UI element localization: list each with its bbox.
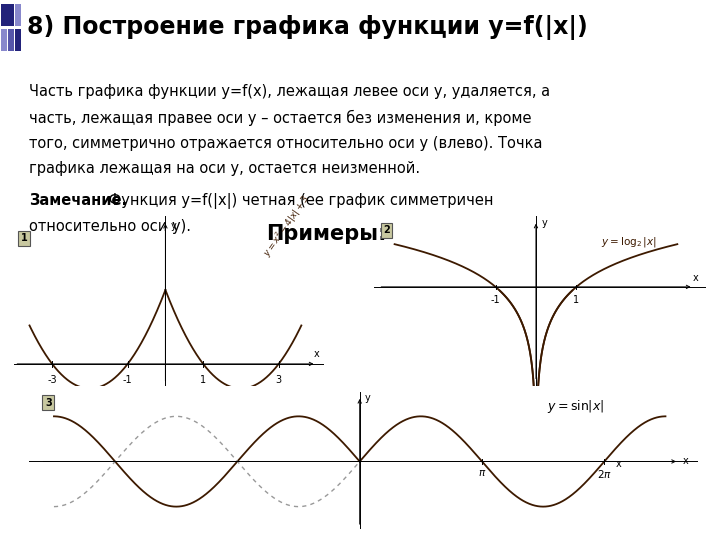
- FancyBboxPatch shape: [8, 30, 14, 51]
- Text: $2\pi$: $2\pi$: [597, 468, 612, 480]
- Text: 1: 1: [200, 375, 206, 385]
- Text: Замечание.: Замечание.: [29, 193, 127, 208]
- Text: x: x: [693, 273, 698, 284]
- FancyBboxPatch shape: [1, 30, 7, 51]
- Text: x: x: [314, 349, 320, 359]
- Text: y: y: [171, 221, 177, 231]
- Text: относительно оси у).: относительно оси у).: [29, 219, 191, 234]
- Text: Примеры:: Примеры:: [266, 224, 387, 244]
- Text: 8) Построение графика функции y=f(|x|): 8) Построение графика функции y=f(|x|): [27, 15, 588, 40]
- Text: y: y: [542, 218, 548, 228]
- Text: x: x: [616, 459, 622, 469]
- Text: $\pi$: $\pi$: [478, 468, 486, 478]
- Text: -3: -3: [48, 375, 57, 385]
- Text: 3: 3: [45, 398, 52, 408]
- FancyBboxPatch shape: [1, 4, 14, 25]
- Text: Часть графика функции y=f(x), лежащая левее оси у, удаляется, а: Часть графика функции y=f(x), лежащая ле…: [29, 84, 550, 99]
- FancyBboxPatch shape: [15, 30, 21, 51]
- Text: x: x: [683, 456, 688, 467]
- Text: $y=x^2-4|x|+3$: $y=x^2-4|x|+3$: [260, 192, 313, 260]
- Text: часть, лежащая правее оси у – остается без изменения и, кроме: часть, лежащая правее оси у – остается б…: [29, 110, 531, 126]
- Text: y: y: [364, 393, 370, 403]
- Text: 3: 3: [276, 375, 282, 385]
- Text: $y=\log_2|x|$: $y=\log_2|x|$: [600, 235, 656, 249]
- Text: 1: 1: [573, 295, 580, 305]
- Text: Функция y=f(|x|) четная (ее график симметричен: Функция y=f(|x|) четная (ее график симме…: [104, 193, 494, 209]
- Text: того, симметрично отражается относительно оси у (влево). Точка: того, симметрично отражается относительн…: [29, 136, 542, 151]
- Text: 2: 2: [383, 225, 390, 235]
- Text: 1: 1: [20, 233, 27, 243]
- Text: -1: -1: [123, 375, 132, 385]
- Text: $y = \sin|x|$: $y = \sin|x|$: [546, 397, 604, 415]
- Text: графика лежащая на оси у, остается неизменной.: графика лежащая на оси у, остается неизм…: [29, 161, 420, 177]
- Text: -1: -1: [491, 295, 500, 305]
- FancyBboxPatch shape: [15, 4, 21, 25]
